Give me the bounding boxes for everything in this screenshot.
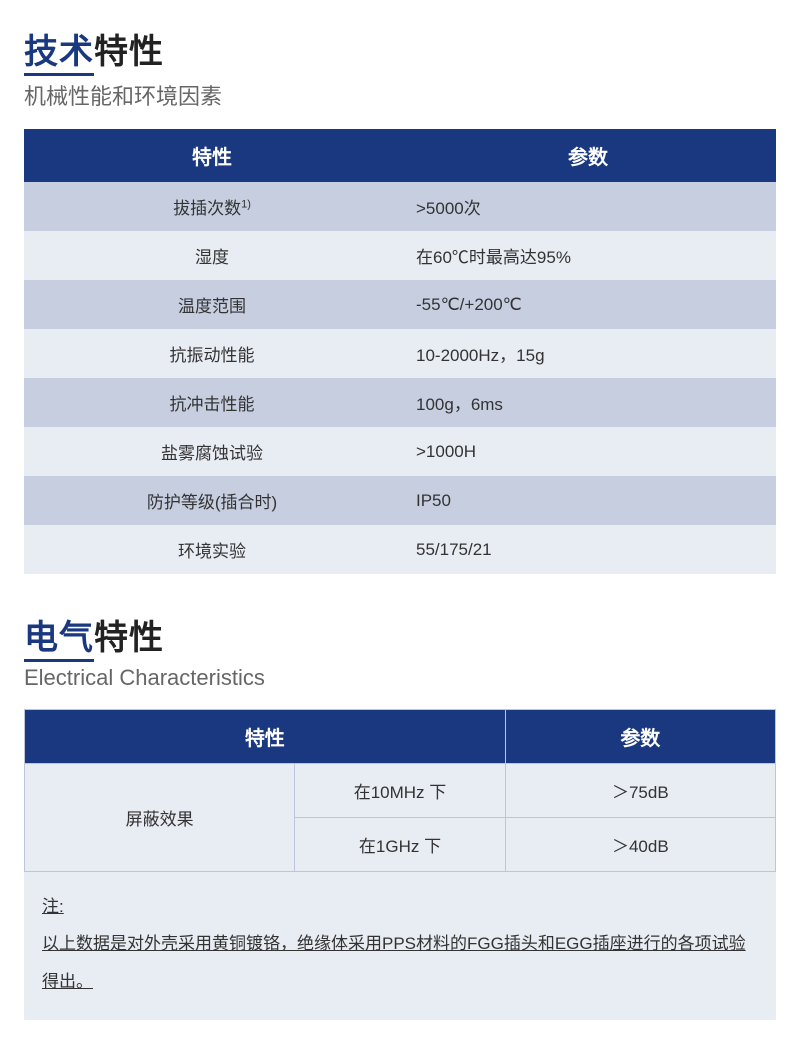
row-value: ＞40dB — [505, 818, 775, 872]
table-row: 湿度 在60℃时最高达95% — [24, 231, 776, 280]
row-label: 抗冲击性能 — [24, 378, 400, 427]
section2-subtitle: Electrical Characteristics — [24, 665, 776, 691]
mechanical-spec-table: 特性 参数 拔插次数1) >5000次 湿度 在60℃时最高达95% 温度范围 … — [24, 129, 776, 574]
row-value: 在60℃时最高达95% — [400, 231, 776, 280]
row-label: 盐雾腐蚀试验 — [24, 427, 400, 476]
row-value: -55℃/+200℃ — [400, 280, 776, 329]
note-body: 以上数据是对外壳采用黄铜镀铬，绝缘体采用PPS材料的FGG插头和EGG插座进行的… — [42, 934, 746, 990]
row-label: 防护等级(插合时) — [24, 476, 400, 525]
row-cond: 在1GHz 下 — [295, 818, 505, 872]
row-label: 屏蔽效果 — [25, 764, 295, 872]
row-label: 拔插次数 — [173, 199, 241, 218]
section2-title-word1: 电气 — [24, 619, 94, 662]
row-label: 抗振动性能 — [24, 329, 400, 378]
table-row: 拔插次数1) >5000次 — [24, 182, 776, 231]
row-value: 55/175/21 — [400, 525, 776, 574]
note-title: 注: — [42, 897, 64, 916]
section2-title-word2: 特性 — [94, 619, 164, 657]
row-value: IP50 — [400, 476, 776, 525]
table-row: 防护等级(插合时) IP50 — [24, 476, 776, 525]
note-block: 注: 以上数据是对外壳采用黄铜镀铬，绝缘体采用PPS材料的FGG插头和EGG插座… — [24, 872, 776, 1020]
table-row: 盐雾腐蚀试验 >1000H — [24, 427, 776, 476]
section1-title-word2: 特性 — [94, 33, 164, 71]
row-value: ＞75dB — [505, 764, 775, 818]
table-row: 环境实验 55/175/21 — [24, 525, 776, 574]
table-row: 屏蔽效果 在10MHz 下 ＞75dB — [25, 764, 776, 818]
row-sup: 1) — [241, 198, 251, 210]
row-value: >1000H — [400, 427, 776, 476]
row-value: >5000次 — [400, 182, 776, 231]
table-row: 抗冲击性能 100g，6ms — [24, 378, 776, 427]
table-row: 温度范围 -55℃/+200℃ — [24, 280, 776, 329]
row-label: 温度范围 — [24, 280, 400, 329]
table1-header-prop: 特性 — [24, 129, 400, 182]
row-value: 10-2000Hz，15g — [400, 329, 776, 378]
section1-subtitle: 机械性能和环境因素 — [24, 79, 776, 111]
row-value: 100g，6ms — [400, 378, 776, 427]
row-label: 环境实验 — [24, 525, 400, 574]
table-row: 抗振动性能 10-2000Hz，15g — [24, 329, 776, 378]
table2-header-prop: 特性 — [25, 710, 506, 764]
table1-header-value: 参数 — [400, 129, 776, 182]
section1-title: 技术特性 机械性能和环境因素 — [24, 24, 776, 111]
section1-title-word1: 技术 — [24, 33, 94, 76]
electrical-spec-table: 特性 参数 屏蔽效果 在10MHz 下 ＞75dB 在1GHz 下 ＞40dB — [24, 709, 776, 872]
table2-header-value: 参数 — [505, 710, 775, 764]
section2-title: 电气特性 Electrical Characteristics — [24, 610, 776, 691]
row-cond: 在10MHz 下 — [295, 764, 505, 818]
row-label: 湿度 — [24, 231, 400, 280]
